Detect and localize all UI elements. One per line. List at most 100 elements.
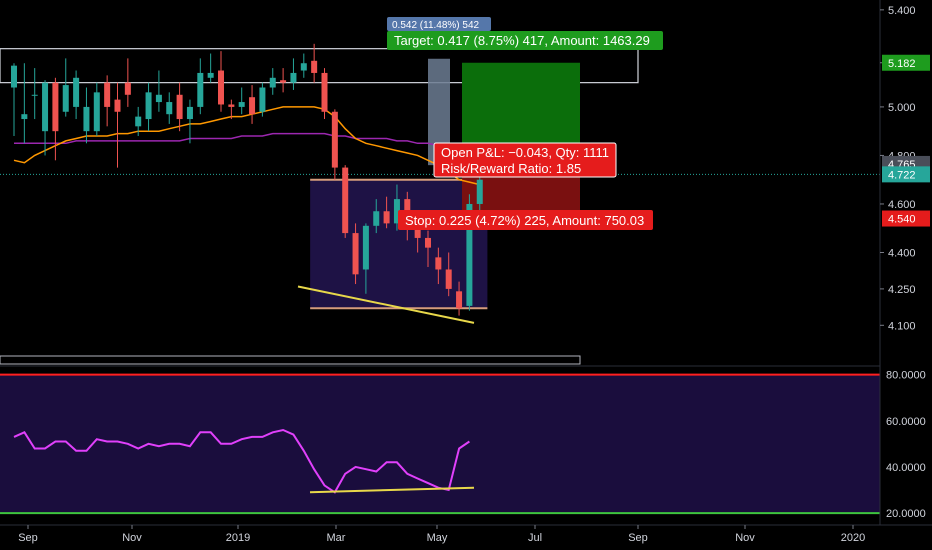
candle[interactable] xyxy=(290,58,297,90)
candle-body[interactable] xyxy=(466,203,473,306)
consolidation-box xyxy=(310,179,488,309)
candle-body[interactable] xyxy=(456,291,463,309)
candle[interactable] xyxy=(52,77,59,161)
candle-body[interactable] xyxy=(42,82,49,132)
candle[interactable] xyxy=(456,281,463,316)
candle[interactable] xyxy=(435,247,442,285)
candle[interactable] xyxy=(249,85,256,124)
candle-body[interactable] xyxy=(11,65,17,88)
candle-body[interactable] xyxy=(83,106,90,132)
candle-body[interactable] xyxy=(300,63,307,71)
candle[interactable] xyxy=(73,70,80,120)
candle-body[interactable] xyxy=(166,102,173,115)
candle-body[interactable] xyxy=(414,228,421,238)
candlestick-series[interactable] xyxy=(11,43,483,316)
candle[interactable] xyxy=(383,196,390,229)
candle[interactable] xyxy=(197,58,204,115)
candle[interactable] xyxy=(373,199,380,234)
range-label-box xyxy=(387,17,491,31)
range-label: 0.542 (11.48%) 542 xyxy=(392,20,480,31)
candle[interactable] xyxy=(104,75,111,127)
candle[interactable] xyxy=(166,92,173,124)
time-tick-label: Jul xyxy=(528,532,542,544)
candle[interactable] xyxy=(145,82,152,132)
candle-body[interactable] xyxy=(21,114,28,120)
candle-body[interactable] xyxy=(362,225,369,270)
candle-body[interactable] xyxy=(425,237,431,248)
candle-body[interactable] xyxy=(73,77,80,107)
candle-body[interactable] xyxy=(259,87,266,112)
candle[interactable] xyxy=(321,68,328,120)
candle-body[interactable] xyxy=(280,80,287,83)
candle[interactable] xyxy=(425,230,431,268)
candle-body[interactable] xyxy=(197,72,204,107)
candle-body[interactable] xyxy=(135,116,142,127)
candle[interactable] xyxy=(393,184,400,231)
candle[interactable] xyxy=(93,82,100,137)
candle[interactable] xyxy=(135,106,142,137)
candle-body[interactable] xyxy=(155,94,162,103)
candle[interactable] xyxy=(11,63,17,137)
candle[interactable] xyxy=(21,63,28,144)
candle[interactable] xyxy=(342,165,349,238)
candle-body[interactable] xyxy=(93,92,100,132)
candle-body[interactable] xyxy=(331,111,338,168)
target-price-tag: 5.182 xyxy=(888,58,916,70)
candle[interactable] xyxy=(218,51,224,112)
axis-settings-icon[interactable] xyxy=(881,527,931,549)
candle-body[interactable] xyxy=(31,94,38,96)
candle-body[interactable] xyxy=(476,179,483,204)
candle[interactable] xyxy=(124,58,131,107)
candle-body[interactable] xyxy=(342,167,349,234)
candle[interactable] xyxy=(362,223,369,294)
candle-body[interactable] xyxy=(435,257,442,270)
candle-body[interactable] xyxy=(145,92,152,120)
time-axis-background xyxy=(0,526,932,550)
candle[interactable] xyxy=(300,53,307,78)
candle-body[interactable] xyxy=(373,211,380,226)
candle-body[interactable] xyxy=(52,82,59,132)
candle-body[interactable] xyxy=(104,82,111,107)
candle-body[interactable] xyxy=(124,82,131,95)
risk-reward-label: Risk/Reward Ratio: 1.85 xyxy=(441,161,581,176)
candle-body[interactable] xyxy=(290,72,297,83)
candle[interactable] xyxy=(176,82,183,132)
candle[interactable] xyxy=(114,82,121,168)
candle-body[interactable] xyxy=(445,269,452,289)
candle[interactable] xyxy=(62,58,69,117)
candle-body[interactable] xyxy=(228,104,235,107)
candle-body[interactable] xyxy=(321,72,328,112)
candle[interactable] xyxy=(31,68,38,120)
candle[interactable] xyxy=(155,70,162,112)
candle-body[interactable] xyxy=(383,211,390,224)
candle-body[interactable] xyxy=(249,97,256,115)
candle[interactable] xyxy=(186,99,193,144)
candle[interactable] xyxy=(352,223,359,285)
candle-body[interactable] xyxy=(207,72,214,78)
candle-body[interactable] xyxy=(176,94,183,120)
candle[interactable] xyxy=(207,53,214,83)
candle-body[interactable] xyxy=(114,99,121,112)
candle[interactable] xyxy=(259,82,266,117)
candle-body[interactable] xyxy=(311,60,318,73)
candle[interactable] xyxy=(83,87,90,144)
candle[interactable] xyxy=(280,68,287,93)
candle[interactable] xyxy=(311,43,318,83)
candle-body[interactable] xyxy=(393,199,400,224)
candle[interactable] xyxy=(228,99,235,120)
candle-body[interactable] xyxy=(218,70,224,105)
candle[interactable] xyxy=(238,87,245,115)
candle-body[interactable] xyxy=(62,85,69,112)
candle-body[interactable] xyxy=(269,77,276,88)
candle-body[interactable] xyxy=(238,102,245,107)
candle-body[interactable] xyxy=(352,233,359,275)
candle-body[interactable] xyxy=(186,106,193,120)
candle[interactable] xyxy=(476,172,483,217)
candle[interactable] xyxy=(331,109,338,180)
chart-label-layer: 0.542 (11.48%) 542 Target: 0.417 (8.75%) … xyxy=(13,17,663,494)
candle[interactable] xyxy=(445,252,452,297)
candle[interactable] xyxy=(42,80,49,156)
candle[interactable] xyxy=(269,68,276,95)
